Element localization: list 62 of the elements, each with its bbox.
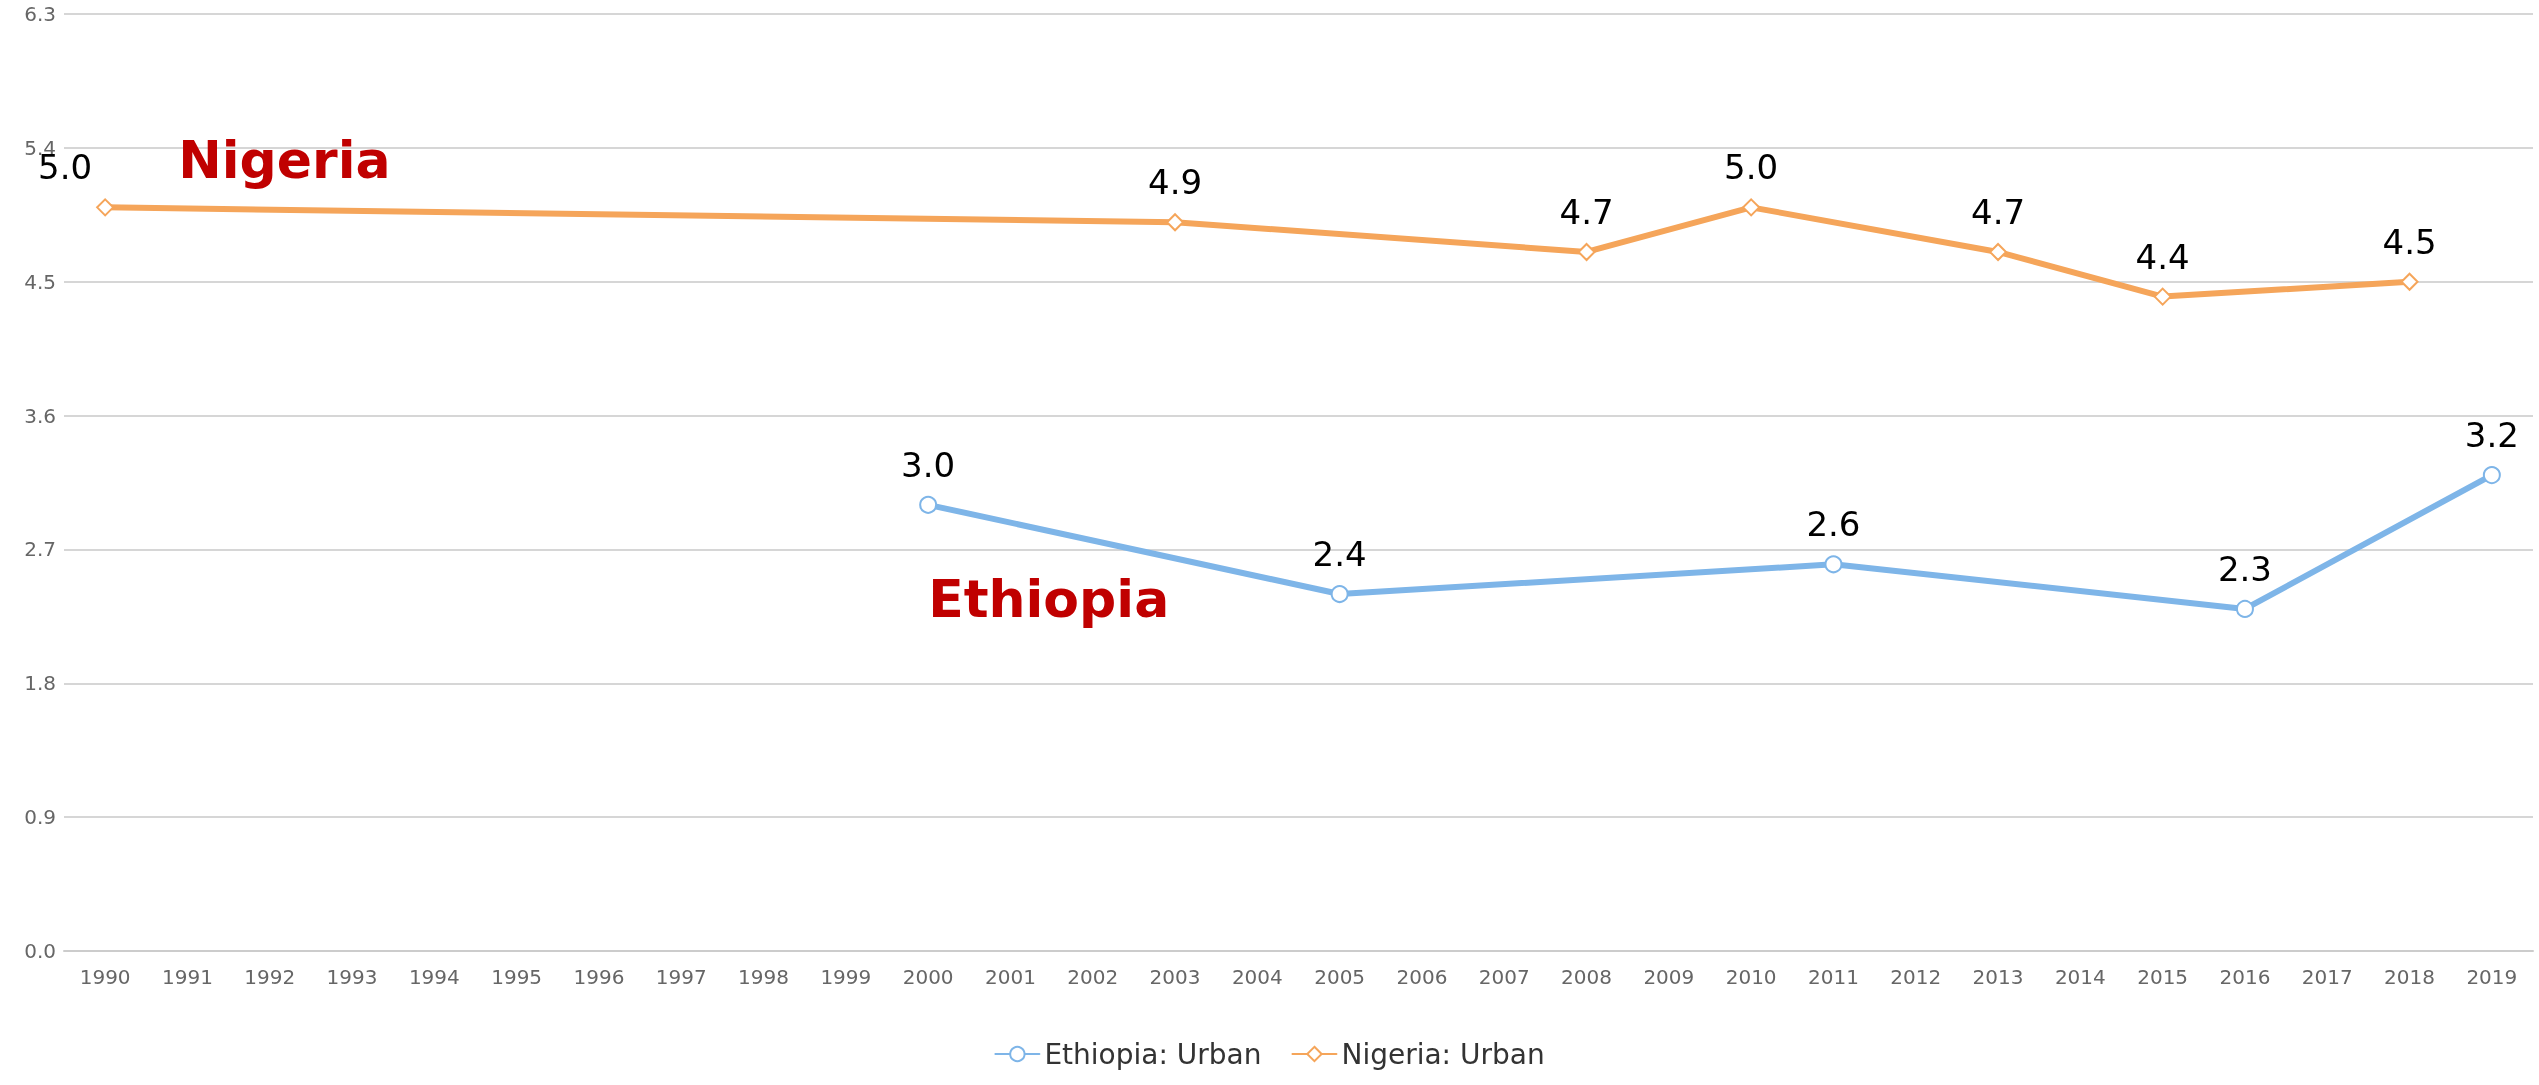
- data-label: 3.0: [901, 444, 956, 485]
- data-label: 4.7: [1971, 191, 2026, 232]
- x-tick-label: 2012: [1890, 965, 1942, 989]
- x-tick-label: 2007: [1478, 965, 1530, 989]
- data-label: 2.6: [1806, 504, 1861, 545]
- point: [1742, 198, 1761, 217]
- point: [1577, 242, 1596, 261]
- x-tick-label: 2004: [1231, 965, 1283, 989]
- legend-label: Ethiopia: Urban: [1044, 1037, 1262, 1071]
- point: [2482, 466, 2501, 485]
- data-label: 2.4: [1312, 534, 1367, 575]
- x-tick-label: 2005: [1314, 965, 1366, 989]
- y-tick-label: 0.9: [24, 805, 56, 830]
- x-tick-label: 2017: [2301, 965, 2353, 989]
- y-tick-label: 1.8: [24, 671, 56, 696]
- x-tick-label: 2011: [1808, 965, 1859, 989]
- x-tick-label: 2014: [2054, 965, 2106, 989]
- data-label: 4.5: [2382, 221, 2437, 262]
- x-tick-label: 2019: [2466, 965, 2518, 989]
- x-tick-label: 2018: [2384, 965, 2435, 989]
- annotation: Nigeria: [178, 130, 391, 191]
- point: [919, 495, 938, 514]
- y-tick-label: 3.6: [24, 403, 56, 428]
- x-tick-label: 2015: [2137, 965, 2189, 989]
- data-label: 5.0: [1724, 147, 1779, 188]
- x-tick-label: 1990: [79, 965, 131, 989]
- x-tick-label: 1993: [326, 965, 378, 989]
- x-tick-label: 1995: [491, 965, 543, 989]
- x-tick-label: 2010: [1725, 965, 1777, 989]
- data-label: 4.7: [1559, 191, 1614, 232]
- point: [1330, 585, 1349, 604]
- x-tick-label: 2009: [1643, 965, 1695, 989]
- x-tick-label: 2013: [1972, 965, 2024, 989]
- x-tick-label: 1999: [820, 965, 872, 989]
- x-tick-label: 1992: [244, 965, 296, 989]
- data-label: 2.3: [2217, 548, 2272, 589]
- point: [1989, 242, 2008, 261]
- point: [2235, 599, 2254, 618]
- data-label: 4.9: [1148, 162, 1203, 203]
- point: [2153, 287, 2172, 306]
- y-tick-label: 0.0: [24, 939, 56, 963]
- x-tick-label: 2001: [985, 965, 1036, 989]
- data-label: 3.2: [2464, 415, 2519, 456]
- x-tick-label: 1994: [408, 965, 460, 989]
- legend-label: Nigeria: Urban: [1341, 1037, 1545, 1071]
- y-tick-label: 4.5: [24, 269, 56, 294]
- x-tick-label: 1997: [655, 965, 707, 989]
- x-tick-label: 2002: [1067, 965, 1119, 989]
- y-tick-label: 2.7: [24, 537, 56, 562]
- x-tick-label: 2016: [2219, 965, 2271, 989]
- y-tick-label: 6.3: [24, 2, 56, 26]
- point: [2400, 272, 2419, 291]
- x-tick-label: 2006: [1396, 965, 1448, 989]
- x-tick-label: 1991: [162, 965, 213, 989]
- data-label: 4.4: [2135, 236, 2190, 277]
- x-tick-label: 2000: [902, 965, 954, 989]
- x-tick-label: 2008: [1561, 965, 1612, 989]
- x-tick-label: 2003: [1149, 965, 1201, 989]
- x-tick-label: 1998: [738, 965, 789, 989]
- annotation: Ethiopia: [928, 568, 1170, 629]
- point: [1824, 555, 1843, 574]
- x-tick-label: 1996: [573, 965, 625, 989]
